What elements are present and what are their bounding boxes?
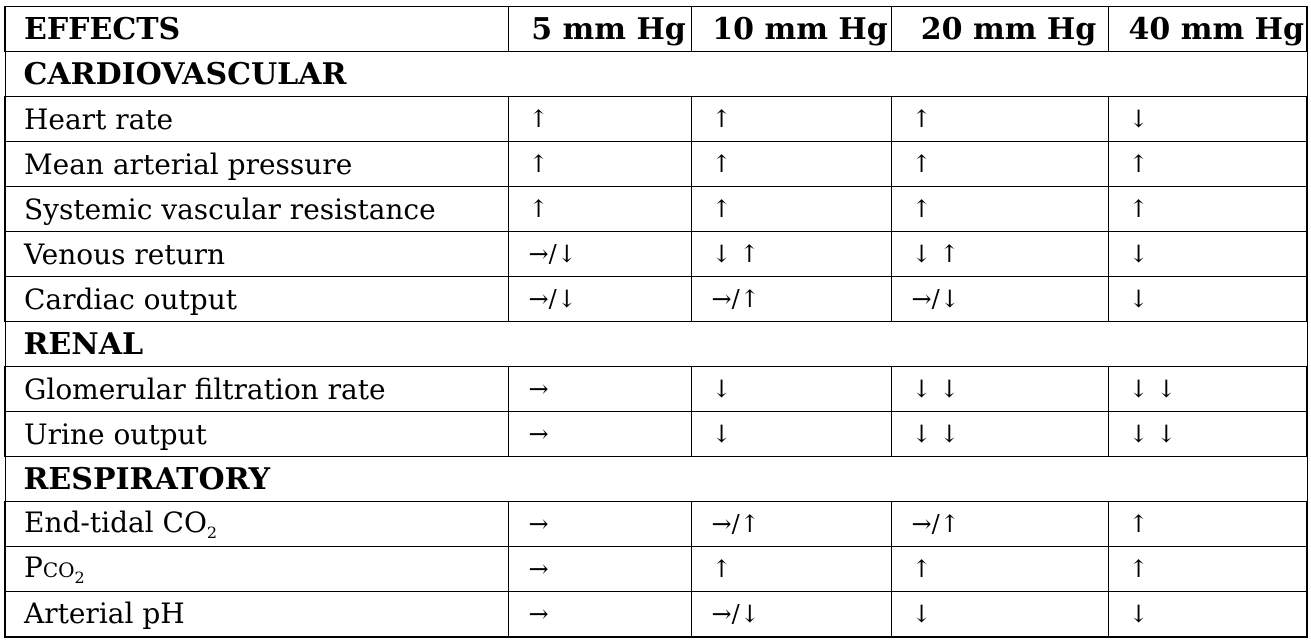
effects-table: EFFECTS 5 mm Hg 10 mm Hg 20 mm Hg 40 mm …: [4, 6, 1308, 638]
section-title: RENAL: [4, 321, 1308, 367]
table-row: Glomerular filtration rate → ↓ ↓ ↓ ↓ ↓: [4, 366, 1308, 412]
value-cell: ↑: [1107, 186, 1308, 232]
value-cell: ↑: [507, 96, 692, 142]
section-row-renal: RENAL: [4, 321, 1308, 367]
value-cell: →: [507, 501, 692, 547]
row-label: Urine output: [4, 411, 509, 457]
row-label-text: End-tidal CO: [24, 506, 207, 539]
table-row: End-tidal CO2 → →/↑ →/↑ ↑: [4, 501, 1308, 547]
subscript: 2: [74, 568, 85, 587]
value-cell: ↑: [890, 96, 1109, 142]
row-label: Venous return: [4, 231, 509, 277]
value-cell: ↑: [690, 96, 892, 142]
subscript: 2: [206, 523, 218, 542]
value-cell: ↓: [690, 366, 892, 412]
value-cell: ↑: [507, 186, 692, 232]
value-cell: ↑: [890, 141, 1109, 187]
value-cell: ↓: [1107, 96, 1308, 142]
value-cell: ↑: [690, 141, 892, 187]
table-row: Venous return →/↓ ↓ ↑ ↓ ↑ ↓: [4, 231, 1308, 277]
value-cell: →: [507, 591, 692, 638]
row-label-smallcaps: co: [42, 551, 75, 584]
header-20mmhg: 20 mm Hg: [890, 6, 1109, 52]
value-cell: ↑: [690, 546, 892, 592]
header-row: EFFECTS 5 mm Hg 10 mm Hg 20 mm Hg 40 mm …: [4, 6, 1308, 52]
row-label: Heart rate: [4, 96, 509, 142]
value-cell: →: [507, 411, 692, 457]
value-cell: →: [507, 546, 692, 592]
header-40mmhg: 40 mm Hg: [1107, 6, 1308, 52]
row-label-end-tidal-co2: End-tidal CO2: [4, 501, 509, 547]
value-cell: ↓: [1107, 231, 1308, 277]
row-label: Arterial pH: [4, 591, 509, 638]
value-cell: →/↑: [690, 501, 892, 547]
value-cell: ↓ ↓: [1107, 366, 1308, 412]
value-cell: ↑: [890, 186, 1109, 232]
row-label: Systemic vascular resistance: [4, 186, 509, 232]
value-cell: ↓ ↓: [890, 411, 1109, 457]
section-row-respiratory: RESPIRATORY: [4, 456, 1308, 502]
header-effects: EFFECTS: [4, 6, 509, 52]
value-cell: ↓ ↑: [690, 231, 892, 277]
value-cell: ↓ ↑: [890, 231, 1109, 277]
value-cell: ↓: [690, 411, 892, 457]
section-title: CARDIOVASCULAR: [4, 51, 1308, 97]
row-label-text: P: [24, 551, 43, 584]
value-cell: →/↓: [890, 276, 1109, 322]
value-cell: ↑: [1107, 501, 1308, 547]
value-cell: ↑: [690, 186, 892, 232]
table-row: Pco2 → ↑ ↑ ↑: [4, 546, 1308, 592]
value-cell: →/↓: [690, 591, 892, 638]
header-10mmhg: 10 mm Hg: [690, 6, 892, 52]
value-cell: →/↑: [690, 276, 892, 322]
row-label: Cardiac output: [4, 276, 509, 322]
table-row: Heart rate ↑ ↑ ↑ ↓: [4, 96, 1308, 142]
row-label: Glomerular filtration rate: [4, 366, 509, 412]
value-cell: →/↑: [890, 501, 1109, 547]
value-cell: ↓: [890, 591, 1109, 638]
value-cell: ↓: [1107, 276, 1308, 322]
value-cell: →: [507, 366, 692, 412]
value-cell: ↓ ↓: [890, 366, 1109, 412]
value-cell: ↑: [890, 546, 1109, 592]
value-cell: →/↓: [507, 231, 692, 277]
table-row: Mean arterial pressure ↑ ↑ ↑ ↑: [4, 141, 1308, 187]
table-row: Arterial pH → →/↓ ↓ ↓: [4, 591, 1308, 638]
table-row: Systemic vascular resistance ↑ ↑ ↑ ↑: [4, 186, 1308, 232]
value-cell: ↑: [1107, 141, 1308, 187]
section-title: RESPIRATORY: [4, 456, 1308, 502]
value-cell: ↓: [1107, 591, 1308, 638]
section-row-cardiovascular: CARDIOVASCULAR: [4, 51, 1308, 97]
value-cell: ↑: [1107, 546, 1308, 592]
value-cell: ↓ ↓: [1107, 411, 1308, 457]
table-row: Cardiac output →/↓ →/↑ →/↓ ↓: [4, 276, 1308, 322]
table-row: Urine output → ↓ ↓ ↓ ↓ ↓: [4, 411, 1308, 457]
row-label: Mean arterial pressure: [4, 141, 509, 187]
value-cell: →/↓: [507, 276, 692, 322]
value-cell: ↑: [507, 141, 692, 187]
row-label-pco2: Pco2: [4, 546, 509, 592]
header-5mmhg: 5 mm Hg: [507, 6, 692, 52]
